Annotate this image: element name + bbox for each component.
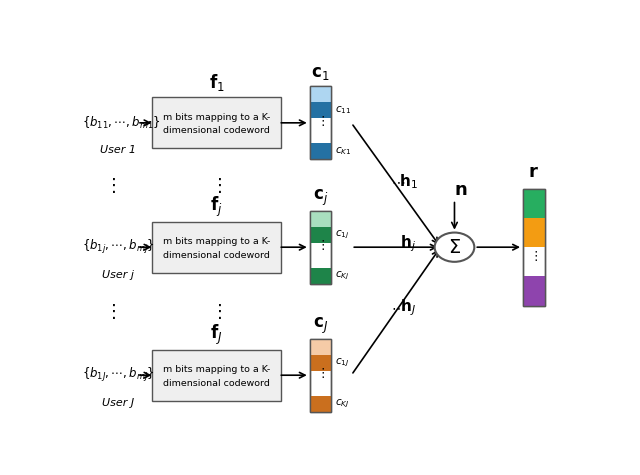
Text: dimensional codeword: dimensional codeword: [163, 251, 270, 260]
FancyBboxPatch shape: [152, 350, 281, 401]
Bar: [523, 189, 545, 306]
Text: User J: User J: [102, 398, 134, 408]
Text: $\mathbf{h}_{j}$: $\mathbf{h}_{j}$: [401, 233, 417, 254]
Circle shape: [435, 233, 474, 262]
Bar: [310, 86, 332, 160]
Bar: [310, 227, 332, 243]
Text: $\vdots$: $\vdots$: [104, 302, 116, 321]
Text: $\mathbf{c}_{1}$: $\mathbf{c}_{1}$: [311, 65, 330, 83]
Text: $\mathbf{h}_{J}$: $\mathbf{h}_{J}$: [401, 297, 416, 318]
Text: dimensional codeword: dimensional codeword: [163, 126, 270, 135]
Bar: [310, 86, 332, 102]
Text: $\vdots$: $\vdots$: [316, 366, 325, 380]
Text: $\Sigma$: $\Sigma$: [448, 238, 461, 256]
Text: m bits mapping to a K-: m bits mapping to a K-: [163, 365, 270, 374]
Bar: [310, 86, 332, 160]
Text: $c_{11}$: $c_{11}$: [335, 104, 352, 116]
Text: $c_{KJ}$: $c_{KJ}$: [335, 398, 350, 410]
Bar: [310, 339, 332, 412]
Bar: [523, 276, 545, 306]
Text: $\cdots$: $\cdots$: [391, 301, 405, 314]
Text: $\mathbf{c}_{j}$: $\mathbf{c}_{j}$: [313, 188, 328, 208]
Text: $\vdots$: $\vdots$: [316, 114, 325, 128]
Text: $\vdots$: $\vdots$: [104, 176, 116, 195]
Bar: [523, 189, 545, 218]
Bar: [523, 189, 545, 306]
Text: $c_{1j}$: $c_{1j}$: [335, 228, 350, 241]
Text: User j: User j: [102, 270, 134, 280]
Bar: [310, 396, 332, 412]
Text: m bits mapping to a K-: m bits mapping to a K-: [163, 237, 270, 246]
FancyBboxPatch shape: [152, 221, 281, 273]
Bar: [310, 102, 332, 118]
Bar: [310, 210, 332, 284]
Text: $\vdots$: $\vdots$: [529, 249, 538, 263]
Text: $\mathbf{f}_{1}$: $\mathbf{f}_{1}$: [209, 72, 224, 93]
Text: $c_{1J}$: $c_{1J}$: [335, 357, 349, 369]
Text: m bits mapping to a K-: m bits mapping to a K-: [163, 113, 270, 122]
Text: $c_{K1}$: $c_{K1}$: [335, 145, 352, 157]
Text: $\mathbf{h}_{1}$: $\mathbf{h}_{1}$: [399, 172, 418, 190]
Bar: [310, 210, 332, 227]
Bar: [310, 210, 332, 284]
Bar: [310, 268, 332, 284]
Text: $\cdots$: $\cdots$: [391, 174, 405, 189]
Text: $c_{Kj}$: $c_{Kj}$: [335, 269, 350, 282]
Bar: [310, 355, 332, 371]
Text: $\mathbf{c}_{J}$: $\mathbf{c}_{J}$: [313, 316, 328, 336]
Text: $\vdots$: $\vdots$: [211, 302, 222, 321]
Bar: [310, 143, 332, 160]
Text: $\{b_{1j},\cdots,b_{mj}\}$: $\{b_{1j},\cdots,b_{mj}\}$: [83, 238, 156, 256]
Bar: [523, 218, 545, 247]
Text: User 1: User 1: [100, 145, 136, 155]
Text: $\mathbf{f}_{j}$: $\mathbf{f}_{j}$: [210, 195, 223, 219]
Text: $\mathbf{r}$: $\mathbf{r}$: [529, 163, 540, 181]
Text: $\vdots$: $\vdots$: [316, 238, 325, 252]
Bar: [310, 339, 332, 412]
Text: $\{b_{11},\cdots,b_{m1}\}$: $\{b_{11},\cdots,b_{m1}\}$: [83, 115, 161, 131]
FancyBboxPatch shape: [152, 97, 281, 149]
Text: $\{b_{1J},\cdots,b_{mJ}\}$: $\{b_{1J},\cdots,b_{mJ}\}$: [83, 366, 156, 384]
Text: $\vdots$: $\vdots$: [211, 176, 222, 195]
Bar: [310, 339, 332, 355]
Text: dimensional codeword: dimensional codeword: [163, 379, 270, 388]
Text: $\mathbf{f}_{J}$: $\mathbf{f}_{J}$: [210, 323, 223, 347]
Text: $\mathbf{n}$: $\mathbf{n}$: [454, 181, 467, 200]
